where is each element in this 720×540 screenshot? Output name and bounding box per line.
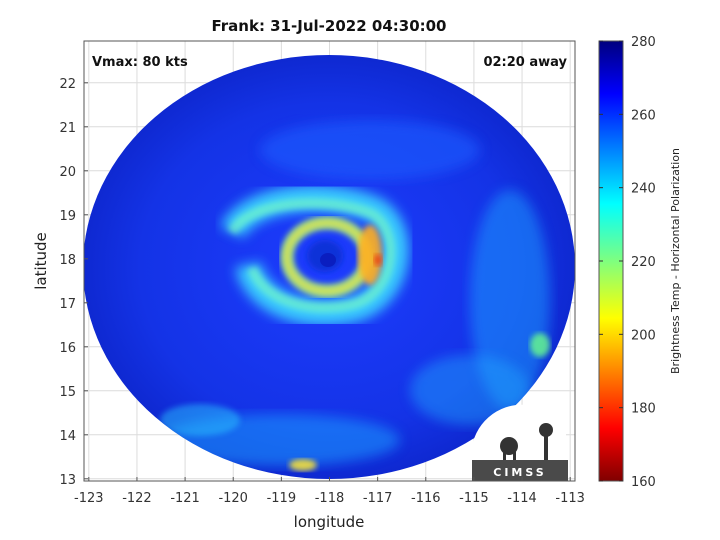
y-tick-label: 21 [59, 121, 76, 136]
x-tick-label: -116 [411, 491, 441, 506]
swath-features [160, 120, 550, 471]
y-axis-label: latitude [32, 232, 50, 290]
colorbar-label: Brightness Temp - Horizontal Polarizatio… [669, 148, 682, 374]
x-tick-label: -114 [507, 491, 537, 506]
y-tick-label: 18 [59, 253, 76, 268]
y-tick-label: 17 [59, 297, 76, 312]
x-tick-label: -120 [218, 491, 248, 506]
colorbar-ticks: 160 180 200 220 240 260 280 [599, 35, 656, 490]
x-tick-label: -123 [74, 491, 104, 506]
colorbar-tick-label: 180 [631, 402, 656, 417]
y-axis-ticks: 13 14 15 16 17 18 19 20 21 22 [59, 77, 88, 488]
x-tick-label: -118 [315, 491, 345, 506]
logo-bar [472, 460, 568, 481]
logo-text: CIMSS [493, 466, 546, 479]
brightness-temp-image [84, 55, 575, 479]
y-tick-label: 14 [59, 429, 76, 444]
x-tick-label: -122 [122, 491, 152, 506]
y-tick-label: 19 [59, 209, 76, 224]
x-tick-label: -115 [459, 491, 489, 506]
y-tick-label: 13 [59, 473, 76, 488]
time-offset-label: 02:20 away [483, 55, 567, 70]
x-axis-label: longitude [294, 513, 365, 531]
colorbar-tick-label: 200 [631, 328, 656, 343]
y-tick-label: 15 [59, 385, 76, 400]
x-tick-label: -119 [267, 491, 297, 506]
colorbar-tick-label: 280 [631, 35, 656, 50]
x-tick-label: -113 [555, 491, 585, 506]
colorbar-tick-label: 240 [631, 182, 656, 197]
y-tick-label: 20 [59, 165, 76, 180]
y-tick-label: 16 [59, 341, 76, 356]
x-tick-label: -121 [170, 491, 200, 506]
y-tick-label: 22 [59, 77, 76, 92]
chart-title: Frank: 31-Jul-2022 04:30:00 [212, 17, 447, 35]
vmax-label: Vmax: 80 kts [92, 55, 188, 70]
x-axis-ticks: -123 -122 -121 -120 -119 -118 -117 -116 -115 -114… [74, 477, 585, 506]
x-tick-label: -117 [363, 491, 393, 506]
colorbar-tick-label: 220 [631, 255, 656, 270]
colorbar-tick-label: 160 [631, 475, 656, 490]
colorbar-tick-label: 260 [631, 108, 656, 123]
cimss-logo: CIMSS [471, 404, 568, 481]
